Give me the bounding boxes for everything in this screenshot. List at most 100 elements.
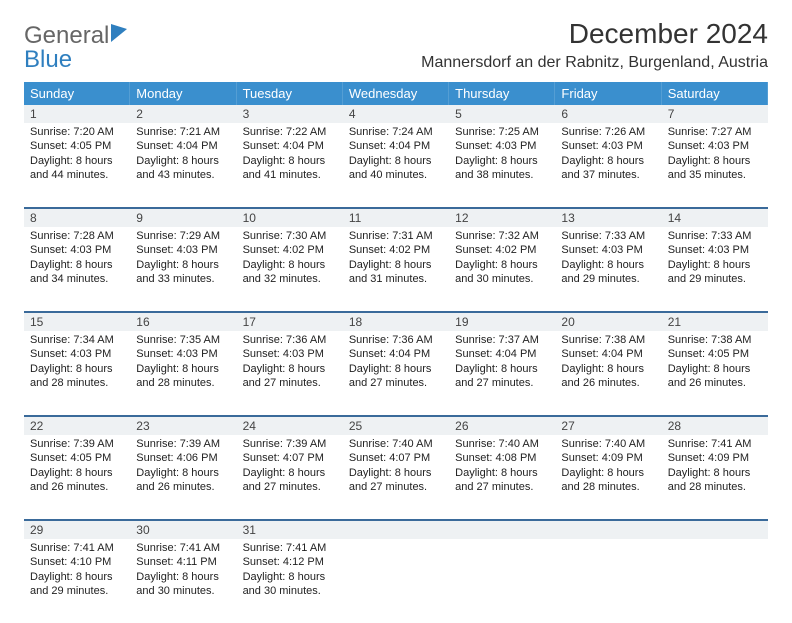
day-cell: Sunrise: 7:41 AMSunset: 4:12 PMDaylight:…: [237, 539, 343, 623]
sunrise-line: Sunrise: 7:22 AM: [243, 125, 337, 139]
day-cell: [343, 539, 449, 623]
daylight-line: and 28 minutes.: [668, 480, 762, 494]
daylight-line: Daylight: 8 hours: [561, 362, 655, 376]
sunset-line: Sunset: 4:06 PM: [136, 451, 230, 465]
daylight-line: Daylight: 8 hours: [668, 362, 762, 376]
day-number: 21: [662, 313, 768, 331]
sunset-line: Sunset: 4:07 PM: [349, 451, 443, 465]
sunrise-line: Sunrise: 7:29 AM: [136, 229, 230, 243]
daylight-line: and 31 minutes.: [349, 272, 443, 286]
day-number: 8: [24, 209, 130, 227]
sunrise-line: Sunrise: 7:39 AM: [136, 437, 230, 451]
day-cell: [555, 539, 661, 623]
logo: General Blue: [24, 18, 127, 72]
week-row: Sunrise: 7:20 AMSunset: 4:05 PMDaylight:…: [24, 123, 768, 209]
day-cell: Sunrise: 7:36 AMSunset: 4:03 PMDaylight:…: [237, 331, 343, 415]
day-cell: Sunrise: 7:37 AMSunset: 4:04 PMDaylight:…: [449, 331, 555, 415]
daylight-line: Daylight: 8 hours: [136, 466, 230, 480]
day-number: 23: [130, 417, 236, 435]
sunrise-line: Sunrise: 7:36 AM: [243, 333, 337, 347]
daylight-line: and 43 minutes.: [136, 168, 230, 182]
daylight-line: Daylight: 8 hours: [455, 258, 549, 272]
sunset-line: Sunset: 4:09 PM: [668, 451, 762, 465]
day-cell: [662, 539, 768, 623]
day-number: 25: [343, 417, 449, 435]
day-number: 28: [662, 417, 768, 435]
day-number: 10: [237, 209, 343, 227]
daylight-line: and 26 minutes.: [668, 376, 762, 390]
day-number: [449, 521, 555, 539]
calendar: Sunday Monday Tuesday Wednesday Thursday…: [24, 82, 768, 623]
sunrise-line: Sunrise: 7:30 AM: [243, 229, 337, 243]
daylight-line: and 28 minutes.: [30, 376, 124, 390]
dayname: Thursday: [449, 82, 555, 105]
daylight-line: and 29 minutes.: [561, 272, 655, 286]
sunset-line: Sunset: 4:07 PM: [243, 451, 337, 465]
page-title: December 2024: [421, 18, 768, 50]
day-number: 1: [24, 105, 130, 123]
day-number: 24: [237, 417, 343, 435]
sunset-line: Sunset: 4:03 PM: [30, 347, 124, 361]
day-number: 26: [449, 417, 555, 435]
daylight-line: Daylight: 8 hours: [349, 154, 443, 168]
sunrise-line: Sunrise: 7:33 AM: [668, 229, 762, 243]
day-cell: Sunrise: 7:34 AMSunset: 4:03 PMDaylight:…: [24, 331, 130, 415]
day-number: 19: [449, 313, 555, 331]
daylight-line: and 27 minutes.: [455, 376, 549, 390]
daylight-line: Daylight: 8 hours: [30, 258, 124, 272]
sunrise-line: Sunrise: 7:37 AM: [455, 333, 549, 347]
daylight-line: and 40 minutes.: [349, 168, 443, 182]
sunset-line: Sunset: 4:11 PM: [136, 555, 230, 569]
daylight-line: Daylight: 8 hours: [349, 466, 443, 480]
sunset-line: Sunset: 4:09 PM: [561, 451, 655, 465]
day-number: 11: [343, 209, 449, 227]
day-number: 30: [130, 521, 236, 539]
sunset-line: Sunset: 4:03 PM: [668, 139, 762, 153]
daylight-line: Daylight: 8 hours: [30, 362, 124, 376]
location: Mannersdorf an der Rabnitz, Burgenland, …: [421, 54, 768, 72]
sunrise-line: Sunrise: 7:32 AM: [455, 229, 549, 243]
sunrise-line: Sunrise: 7:25 AM: [455, 125, 549, 139]
daylight-line: Daylight: 8 hours: [349, 362, 443, 376]
daynum-row: 1234567: [24, 105, 768, 123]
daylight-line: and 26 minutes.: [30, 480, 124, 494]
day-number: [555, 521, 661, 539]
daylight-line: Daylight: 8 hours: [668, 258, 762, 272]
sunset-line: Sunset: 4:04 PM: [243, 139, 337, 153]
day-number: 16: [130, 313, 236, 331]
day-number: 29: [24, 521, 130, 539]
daylight-line: Daylight: 8 hours: [30, 466, 124, 480]
daylight-line: and 35 minutes.: [668, 168, 762, 182]
day-number: [343, 521, 449, 539]
dayname: Monday: [130, 82, 236, 105]
sunrise-line: Sunrise: 7:40 AM: [561, 437, 655, 451]
day-cell: [449, 539, 555, 623]
daylight-line: Daylight: 8 hours: [243, 258, 337, 272]
daylight-line: and 27 minutes.: [349, 480, 443, 494]
daylight-line: Daylight: 8 hours: [136, 362, 230, 376]
sunset-line: Sunset: 4:03 PM: [561, 139, 655, 153]
sunset-line: Sunset: 4:10 PM: [30, 555, 124, 569]
sunrise-line: Sunrise: 7:33 AM: [561, 229, 655, 243]
sunrise-line: Sunrise: 7:41 AM: [243, 541, 337, 555]
sunrise-line: Sunrise: 7:41 AM: [668, 437, 762, 451]
day-number: 13: [555, 209, 661, 227]
logo-text-1: General: [24, 22, 109, 49]
day-cell: Sunrise: 7:26 AMSunset: 4:03 PMDaylight:…: [555, 123, 661, 207]
day-cell: Sunrise: 7:40 AMSunset: 4:07 PMDaylight:…: [343, 435, 449, 519]
day-cell: Sunrise: 7:39 AMSunset: 4:05 PMDaylight:…: [24, 435, 130, 519]
daynum-row: 22232425262728: [24, 417, 768, 435]
daylight-line: and 30 minutes.: [243, 584, 337, 598]
week-row: Sunrise: 7:28 AMSunset: 4:03 PMDaylight:…: [24, 227, 768, 313]
sunset-line: Sunset: 4:02 PM: [455, 243, 549, 257]
sunrise-line: Sunrise: 7:41 AM: [136, 541, 230, 555]
week-row: Sunrise: 7:34 AMSunset: 4:03 PMDaylight:…: [24, 331, 768, 417]
daylight-line: Daylight: 8 hours: [30, 154, 124, 168]
sunset-line: Sunset: 4:02 PM: [243, 243, 337, 257]
sunset-line: Sunset: 4:03 PM: [30, 243, 124, 257]
daylight-line: Daylight: 8 hours: [455, 154, 549, 168]
daylight-line: and 27 minutes.: [455, 480, 549, 494]
daylight-line: and 28 minutes.: [136, 376, 230, 390]
day-cell: Sunrise: 7:38 AMSunset: 4:04 PMDaylight:…: [555, 331, 661, 415]
daylight-line: Daylight: 8 hours: [668, 154, 762, 168]
